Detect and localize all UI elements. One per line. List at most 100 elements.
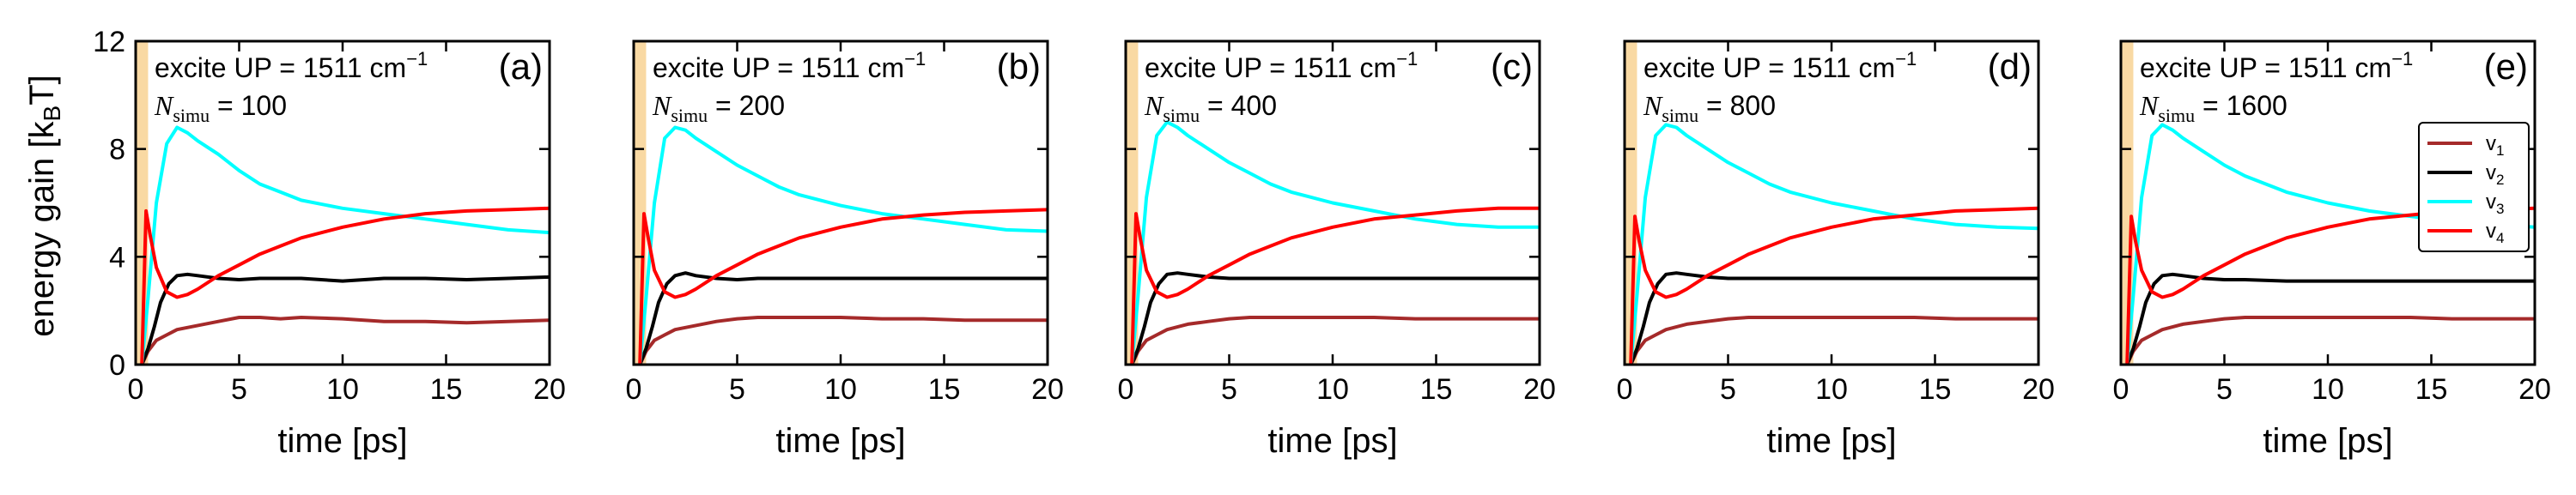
excitation-note: excite UP = 1511 cm−1 bbox=[2140, 48, 2413, 83]
panel-letter: (b) bbox=[997, 46, 1041, 87]
panel-1: 0 5 10 15 20 0 4 8 12 time [ps] excite UP = 1511 c… bbox=[93, 26, 566, 460]
nsimu-note: Nsimu = 400 bbox=[1144, 90, 1277, 126]
x-tick-label: 20 bbox=[533, 373, 566, 406]
series-line-v3 bbox=[140, 125, 550, 365]
series-line-v1 bbox=[1130, 316, 1540, 365]
panel-letter: (e) bbox=[2484, 46, 2528, 87]
y-axis-label: energy gain [kBT] bbox=[23, 75, 65, 337]
nsimu-note-n: N bbox=[2139, 90, 2160, 121]
series-line-v4 bbox=[140, 206, 550, 365]
nsimu-note: Nsimu = 100 bbox=[154, 90, 287, 126]
legend-box bbox=[2418, 122, 2530, 252]
legend-label-sub: 2 bbox=[2496, 172, 2504, 188]
y-tick-label: 8 bbox=[109, 134, 125, 166]
series-line-v4 bbox=[1629, 206, 2038, 365]
x-tick-label: 5 bbox=[231, 373, 247, 406]
x-tick-label: 15 bbox=[430, 373, 463, 406]
excitation-note-main: excite UP = 1511 cm bbox=[1643, 52, 1895, 83]
x-tick-label: 10 bbox=[1316, 373, 1349, 406]
nsimu-note-sub: simu bbox=[173, 105, 210, 126]
y-tick-label: 0 bbox=[109, 349, 125, 382]
series-group bbox=[638, 125, 1048, 365]
series-group bbox=[2125, 123, 2535, 365]
y-axis-label-end: T] bbox=[23, 75, 61, 106]
x-tick-label: 15 bbox=[1919, 373, 1952, 406]
legend-label-v2: v2 bbox=[2486, 161, 2504, 188]
nsimu-note: Nsimu = 200 bbox=[652, 90, 785, 126]
x-axis-label: time [ps] bbox=[2263, 422, 2392, 460]
series-line-v3 bbox=[638, 125, 1048, 365]
nsimu-note-sub: simu bbox=[1662, 105, 1698, 126]
series-group bbox=[1629, 123, 2038, 365]
y-axis-label-main: energy gain [k bbox=[23, 120, 61, 336]
x-tick-label: 0 bbox=[128, 373, 144, 406]
series-line-v1 bbox=[1629, 316, 2038, 365]
y-tick-label: 12 bbox=[93, 26, 125, 58]
series-line-v2 bbox=[140, 272, 550, 365]
x-tick-label: 0 bbox=[2113, 373, 2129, 406]
legend-label-main: v bbox=[2486, 220, 2496, 243]
series-line-v4 bbox=[1130, 206, 1540, 365]
x-tick-label: 10 bbox=[1815, 373, 1848, 406]
x-tick-label: 0 bbox=[1118, 373, 1134, 406]
nsimu-note-sub: simu bbox=[2158, 105, 2195, 126]
nsimu-note: Nsimu = 1600 bbox=[2139, 90, 2287, 126]
excitation-note-sup: −1 bbox=[904, 48, 926, 69]
excitation-note-main: excite UP = 1511 cm bbox=[155, 52, 406, 83]
x-axis-label: time [ps] bbox=[277, 422, 407, 460]
panel-2: 0 5 10 15 20 time [ps] excite UP = 1511 cm−1 Ns… bbox=[626, 39, 1064, 460]
excitation-note: excite UP = 1511 cm−1 bbox=[1643, 48, 1917, 83]
series-line-v3 bbox=[1130, 120, 1540, 365]
x-axis-label: time [ps] bbox=[1267, 422, 1397, 460]
x-tick-label: 0 bbox=[1617, 373, 1633, 406]
legend-label-main: v bbox=[2486, 132, 2496, 155]
x-tick-label: 10 bbox=[2312, 373, 2344, 406]
x-tick-label: 5 bbox=[2216, 373, 2233, 406]
excitation-note: excite UP = 1511 cm−1 bbox=[653, 48, 926, 83]
series-group bbox=[140, 125, 550, 365]
excitation-note: excite UP = 1511 cm−1 bbox=[1145, 48, 1418, 83]
series-line-v1 bbox=[638, 316, 1048, 365]
excitation-note: excite UP = 1511 cm−1 bbox=[155, 48, 428, 83]
legend-label-sub: 1 bbox=[2496, 142, 2504, 159]
series-line-v4 bbox=[638, 208, 1048, 365]
series-line-v2 bbox=[638, 271, 1048, 365]
panel-4: 0 5 10 15 20 time [ps] excite UP = 1511 cm−1 Ns… bbox=[1617, 39, 2055, 460]
series-group bbox=[1130, 120, 1540, 365]
legend-label-main: v bbox=[2486, 161, 2496, 184]
legend-label-v3: v3 bbox=[2486, 190, 2504, 217]
nsimu-note-n: N bbox=[1144, 90, 1164, 121]
legend-label-v4: v4 bbox=[2486, 220, 2504, 246]
series-line-v1 bbox=[2125, 316, 2535, 365]
x-axis-label: time [ps] bbox=[1766, 422, 1896, 460]
series-line-v2 bbox=[2125, 272, 2535, 365]
x-tick-label: 20 bbox=[2518, 373, 2551, 406]
series-line-v4 bbox=[2125, 206, 2535, 365]
plot-frame bbox=[134, 39, 551, 366]
legend-label-sub: 4 bbox=[2496, 230, 2504, 246]
x-tick-label: 0 bbox=[626, 373, 642, 406]
x-tick-label: 5 bbox=[1221, 373, 1237, 406]
nsimu-note-value: = 400 bbox=[1200, 90, 1277, 121]
x-tick-label: 5 bbox=[729, 373, 745, 406]
excitation-note-sup: −1 bbox=[406, 48, 428, 69]
excitation-note-main: excite UP = 1511 cm bbox=[2140, 52, 2391, 83]
series-line-v3 bbox=[2125, 123, 2535, 365]
nsimu-note-n: N bbox=[154, 90, 174, 121]
x-axis-label: time [ps] bbox=[775, 422, 905, 460]
panel-5: 0 5 10 15 20 time [ps] excite UP = 1511 cm−1 Ns… bbox=[2113, 39, 2551, 460]
panel-letter: (a) bbox=[499, 46, 543, 87]
legend-label-main: v bbox=[2486, 190, 2496, 214]
panel-3: 0 5 10 15 20 time [ps] excite UP = 1511 cm−1 Ns… bbox=[1118, 39, 1556, 460]
x-tick-label: 10 bbox=[824, 373, 857, 406]
x-tick-label: 20 bbox=[1523, 373, 1556, 406]
nsimu-note-value: = 1600 bbox=[2195, 90, 2287, 121]
x-tick-label: 5 bbox=[1720, 373, 1736, 406]
series-line-v2 bbox=[1629, 271, 2038, 365]
nsimu-note-value: = 200 bbox=[708, 90, 785, 121]
nsimu-note-sub: simu bbox=[671, 105, 708, 126]
excitation-note-sup: −1 bbox=[2391, 48, 2413, 69]
excitation-note-main: excite UP = 1511 cm bbox=[1145, 52, 1396, 83]
y-tick-label: 4 bbox=[109, 241, 125, 274]
